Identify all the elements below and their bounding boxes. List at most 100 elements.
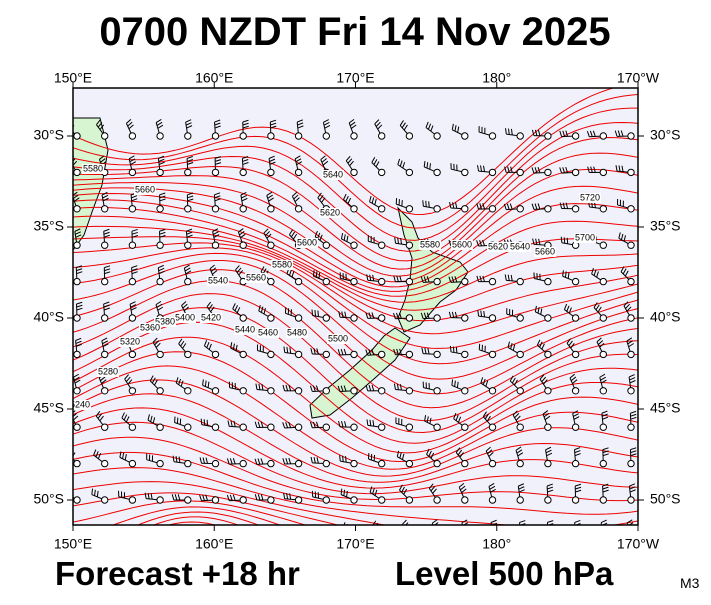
station xyxy=(462,206,468,212)
station xyxy=(600,497,606,503)
contour-label: 5600 xyxy=(297,237,317,247)
station xyxy=(240,388,246,394)
station xyxy=(157,533,163,539)
station xyxy=(129,278,135,284)
barb xyxy=(117,530,135,540)
station xyxy=(74,278,80,284)
station xyxy=(268,169,274,175)
station xyxy=(406,133,412,139)
station xyxy=(572,388,578,394)
station xyxy=(628,278,634,284)
station xyxy=(545,169,551,175)
barb-flag xyxy=(520,527,526,529)
station xyxy=(240,351,246,357)
barb-staff xyxy=(314,530,327,536)
station xyxy=(185,242,191,248)
station xyxy=(379,315,385,321)
station xyxy=(351,497,357,503)
barb-flag xyxy=(178,531,180,537)
contour-label: 5580 xyxy=(272,259,292,269)
station xyxy=(185,388,191,394)
station xyxy=(379,533,385,539)
barb-staff xyxy=(402,524,409,536)
station xyxy=(295,424,301,430)
station xyxy=(295,206,301,212)
station xyxy=(323,460,329,466)
station xyxy=(351,133,357,139)
station xyxy=(129,424,135,430)
station xyxy=(240,460,246,466)
station xyxy=(517,206,523,212)
barb-flag xyxy=(67,121,70,126)
station xyxy=(406,460,412,466)
station xyxy=(628,169,634,175)
station xyxy=(434,278,440,284)
station xyxy=(434,315,440,321)
barb-flag xyxy=(426,201,427,207)
barb-flag xyxy=(316,526,317,532)
station xyxy=(74,133,80,139)
barb-flag xyxy=(346,456,347,462)
station xyxy=(295,460,301,466)
barb xyxy=(256,529,274,540)
barb-flag xyxy=(463,526,468,529)
contour-label: 5600 xyxy=(452,239,472,249)
station xyxy=(406,206,412,212)
lat-label-right: 50°S xyxy=(650,491,681,507)
station xyxy=(517,388,523,394)
station xyxy=(295,278,301,284)
station xyxy=(406,424,412,430)
station xyxy=(628,388,634,394)
station xyxy=(129,497,135,503)
station xyxy=(545,460,551,466)
station xyxy=(462,315,468,321)
station xyxy=(212,351,218,357)
barb-flag xyxy=(453,346,454,352)
station xyxy=(268,533,274,539)
station xyxy=(434,460,440,466)
station xyxy=(102,533,108,539)
station xyxy=(600,533,606,539)
station xyxy=(434,533,440,539)
contour-label: 5580 xyxy=(420,239,440,249)
station xyxy=(102,424,108,430)
contour-label: 5320 xyxy=(120,336,140,346)
station xyxy=(628,351,634,357)
barb-flag xyxy=(69,123,72,128)
station xyxy=(295,133,301,139)
station xyxy=(240,242,246,248)
barb xyxy=(144,531,163,540)
station xyxy=(517,533,523,539)
station xyxy=(545,388,551,394)
station xyxy=(268,497,274,503)
station xyxy=(323,424,329,430)
lat-label-right: 35°S xyxy=(650,218,681,234)
station xyxy=(212,242,218,248)
station xyxy=(600,424,606,430)
station xyxy=(545,497,551,503)
station xyxy=(212,497,218,503)
station xyxy=(600,388,606,394)
barb-flag xyxy=(256,529,257,535)
station xyxy=(295,388,301,394)
barb-flag xyxy=(376,525,379,530)
station xyxy=(434,169,440,175)
station xyxy=(628,460,634,466)
barb-flag xyxy=(315,310,316,316)
station xyxy=(240,133,246,139)
contour-label: 5580 xyxy=(83,163,103,173)
station xyxy=(379,351,385,357)
station xyxy=(462,388,468,394)
barb-flag xyxy=(405,525,409,529)
station xyxy=(628,424,634,430)
station xyxy=(406,497,412,503)
barb-flag xyxy=(117,530,118,536)
barb-flag xyxy=(201,419,202,425)
station xyxy=(406,533,412,539)
station xyxy=(129,388,135,394)
station xyxy=(74,351,80,357)
station xyxy=(102,133,108,139)
station xyxy=(600,315,606,321)
station xyxy=(489,278,495,284)
station xyxy=(129,133,135,139)
